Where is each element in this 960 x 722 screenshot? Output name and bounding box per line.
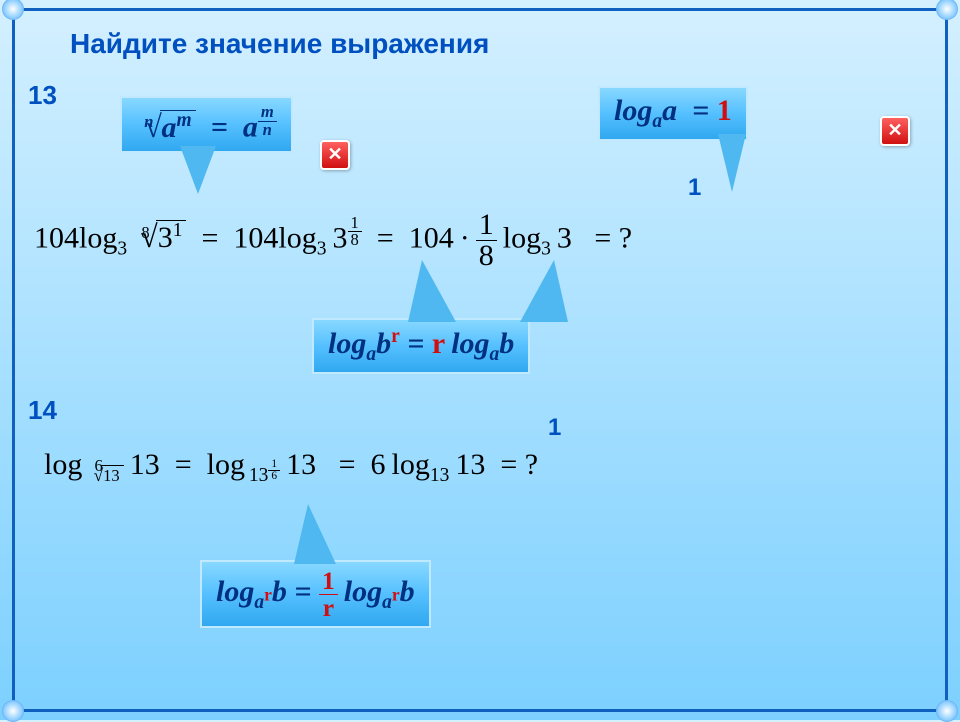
callout-pointer <box>294 504 336 564</box>
callout-pointer <box>520 260 568 322</box>
annotation-one: 1 <box>548 414 561 442</box>
callout-pointer <box>718 134 746 192</box>
corner-ornament <box>936 700 958 722</box>
problem-number-14: 14 <box>28 395 57 426</box>
annotation-one: 1 <box>688 174 701 202</box>
equation-14: log 613 13 = log 1316 13 = 6 log13 13 = … <box>44 448 538 487</box>
problem-number-13: 13 <box>28 80 57 111</box>
close-icon[interactable]: ✕ <box>320 140 350 170</box>
corner-ornament <box>2 700 24 722</box>
formula-log-base-power: logarb = 1r logarb <box>200 560 431 628</box>
callout-pointer <box>408 260 456 322</box>
close-icon[interactable]: ✕ <box>880 116 910 146</box>
corner-ornament <box>936 0 958 20</box>
formula-log-self: logaa = 1 <box>598 86 748 141</box>
page-title: Найдите значение выражения <box>70 28 489 60</box>
callout-pointer <box>180 146 216 194</box>
formula-root-power: nam = amn <box>120 96 293 153</box>
formula-log-power: logabr = r logab <box>312 318 530 374</box>
